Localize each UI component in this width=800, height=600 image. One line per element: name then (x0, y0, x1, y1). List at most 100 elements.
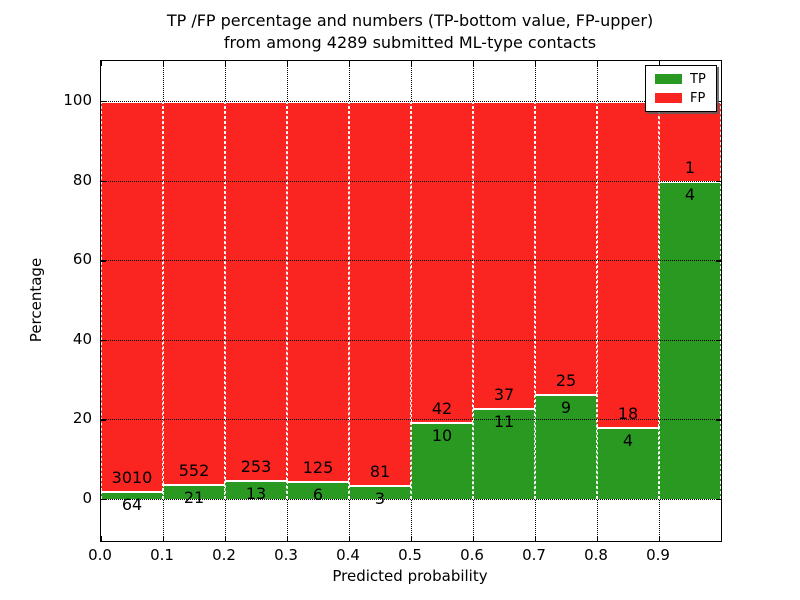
tp-count-label: 11 (493, 411, 515, 431)
x-tick-label: 0.1 (150, 546, 174, 564)
bar-segment-fp (163, 101, 225, 485)
y-tick-mark (101, 260, 106, 262)
fp-count-label: 552 (178, 461, 210, 481)
plot-area: 3010 64 552 21 253 13 125 6 81 3 42 10 37 11 25 9 18 4 1 4 (100, 60, 723, 542)
y-tick-mark (101, 180, 106, 182)
tp-count-label: 3 (374, 488, 386, 508)
x-tick-label: 0.4 (336, 546, 360, 564)
tp-count-label: 13 (245, 483, 267, 503)
horizontal-gridline (101, 419, 721, 421)
y-axis-label: Percentage (27, 257, 45, 343)
bar-segment-fp (659, 101, 721, 181)
x-tick-mark (287, 536, 289, 541)
x-tick-mark (473, 536, 475, 541)
fp-count-label: 18 (617, 403, 639, 423)
y-tick-label: 60 (72, 250, 92, 269)
x-tick-mark (349, 61, 351, 66)
x-tick-mark (535, 61, 537, 66)
tp-count-label: 4 (622, 430, 634, 450)
legend-entry-tp: TP (646, 73, 716, 86)
y-tick-mark (101, 339, 106, 342)
y-tick-mark (716, 180, 721, 182)
y-tick-label: 100 (63, 91, 92, 109)
fp-count-label: 1 (684, 157, 696, 177)
x-tick-mark (721, 536, 723, 541)
bar-segment-tp (473, 407, 535, 499)
x-tick-label: 0.0 (88, 546, 112, 564)
x-tick-mark (411, 61, 413, 66)
fp-count-label: 125 (302, 457, 334, 477)
x-tick-mark (287, 61, 289, 66)
tp-count-label: 10 (431, 426, 453, 446)
fp-count-label: 42 (431, 399, 453, 419)
bar-segment-tp (101, 490, 163, 499)
horizontal-gridline (101, 260, 721, 262)
y-tick-mark (716, 101, 721, 103)
chart-title: TP /FP percentage and numbers (TP-bottom… (100, 10, 720, 54)
tp-count-label: 21 (183, 488, 205, 508)
y-tick-label: 80 (72, 170, 92, 189)
x-tick-mark (101, 61, 103, 66)
horizontal-gridline (101, 180, 721, 182)
bar-segment-fp (349, 101, 411, 485)
legend-label-fp: FP (690, 90, 706, 106)
chart-title-line2: from among 4289 submitted ML-type contac… (223, 33, 597, 52)
y-tick-mark (101, 419, 106, 421)
tp-count-label: 4 (684, 184, 696, 204)
fp-color-swatch (655, 93, 682, 103)
bar-segment-tp (411, 422, 473, 499)
bar-segment-tp (535, 393, 597, 499)
x-tick-mark (659, 61, 661, 66)
x-axis-label: Predicted probability (332, 567, 488, 585)
x-tick-mark (349, 536, 351, 541)
x-tick-label: 0.9 (646, 546, 670, 564)
x-tick-mark (597, 536, 599, 541)
y-tick-mark (101, 101, 106, 103)
x-tick-mark (597, 61, 599, 66)
bar-segment-tp (163, 484, 225, 499)
y-tick-label: 0 (82, 489, 92, 507)
y-tick-mark (716, 260, 721, 262)
bar-segment-tp (659, 180, 721, 499)
bar-segment-fp (473, 101, 535, 408)
tp-count-label: 6 (312, 484, 324, 504)
x-tick-label: 0.2 (212, 546, 236, 564)
bar-segment-fp (411, 101, 473, 423)
x-tick-mark (473, 61, 475, 66)
legend-entry-fp: FP (646, 92, 716, 105)
y-tick-label: 40 (72, 329, 92, 348)
x-tick-mark (163, 536, 165, 541)
x-tick-mark (659, 536, 661, 541)
bar-segment-fp (535, 101, 597, 394)
tp-color-swatch (655, 74, 682, 84)
legend-box: TP FP (645, 65, 717, 112)
bar-segment-fp (225, 101, 287, 480)
fp-count-label: 253 (240, 456, 272, 476)
tp-count-label: 9 (560, 397, 572, 417)
horizontal-gridline (101, 101, 721, 102)
y-tick-label: 20 (72, 409, 92, 428)
x-tick-label: 0.3 (274, 546, 298, 564)
y-tick-mark (101, 499, 106, 501)
bar-segment-fp (597, 101, 659, 427)
fp-count-label: 3010 (111, 467, 153, 487)
horizontal-gridline (101, 339, 721, 341)
fp-count-label: 37 (493, 384, 515, 404)
chart-title-line1: TP /FP percentage and numbers (TP-bottom… (166, 11, 654, 30)
y-tick-mark (716, 339, 721, 342)
fp-count-label: 25 (555, 370, 577, 390)
x-tick-label: 0.8 (584, 546, 608, 564)
x-tick-mark (225, 536, 227, 541)
bar-segment-tp (597, 426, 659, 499)
tp-count-label: 64 (121, 494, 143, 514)
x-tick-mark (101, 536, 103, 541)
bar-segment-tp (287, 480, 349, 499)
x-tick-mark (721, 61, 723, 66)
y-tick-mark (716, 419, 721, 421)
x-tick-mark (411, 536, 413, 541)
x-tick-mark (535, 536, 537, 541)
x-tick-mark (163, 61, 165, 66)
bar-segment-fp (101, 101, 163, 491)
horizontal-gridline (101, 499, 721, 500)
